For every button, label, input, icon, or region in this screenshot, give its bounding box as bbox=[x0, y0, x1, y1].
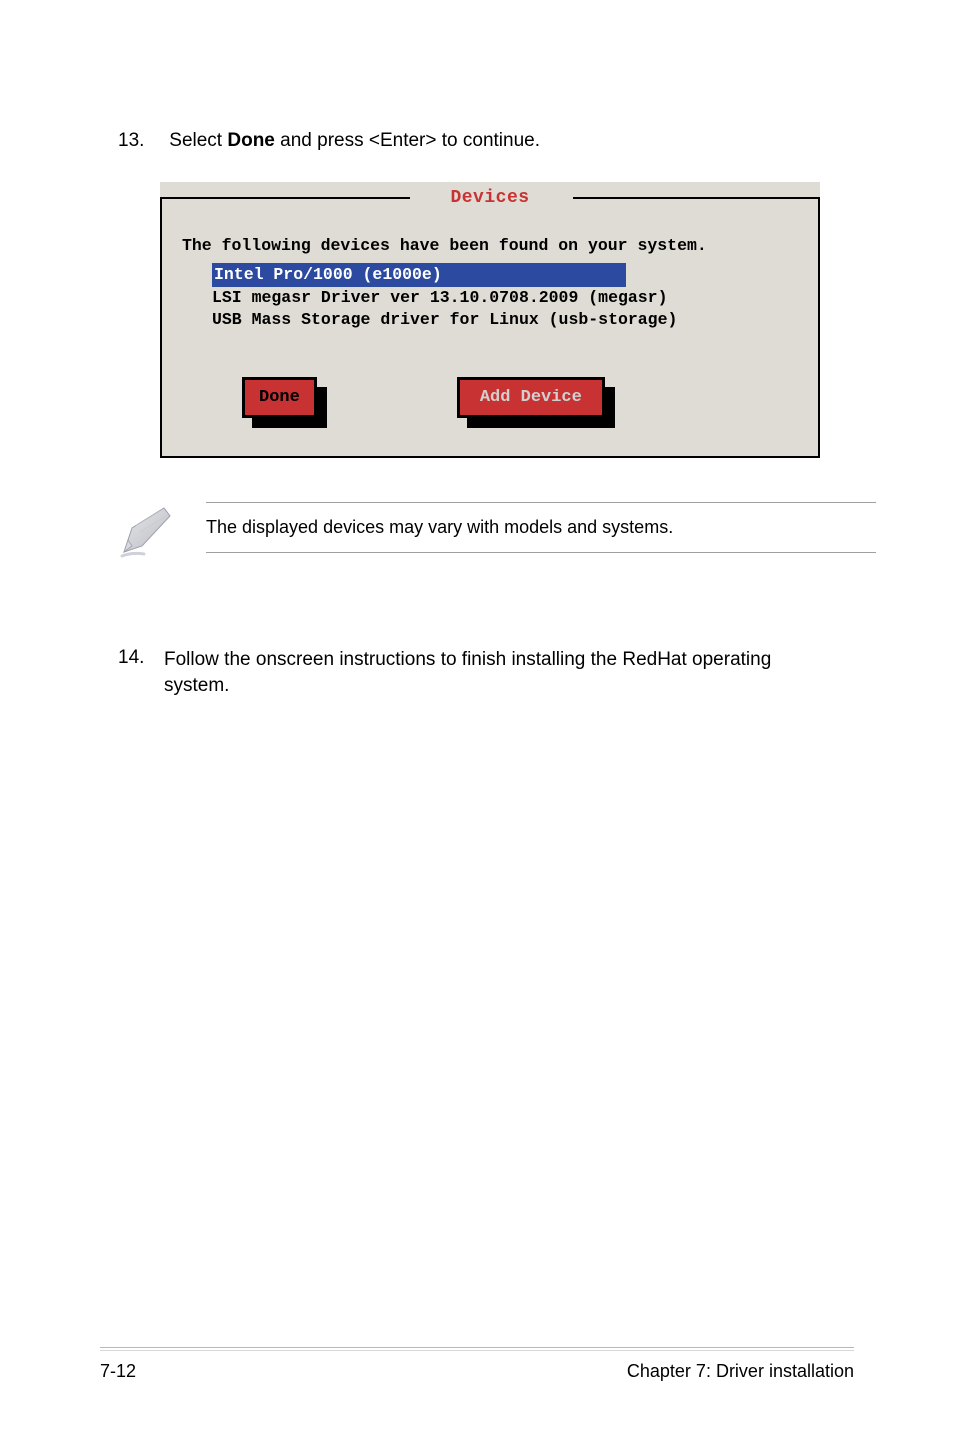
step-14: 14. Follow the onscreen instructions to … bbox=[118, 647, 854, 698]
dialog-prompt: The following devices have been found on… bbox=[182, 236, 798, 255]
step-13-pre: Select bbox=[169, 130, 227, 151]
dialog-border-segment bbox=[160, 456, 820, 458]
devices-dialog: Devices The following devices have been … bbox=[160, 182, 820, 458]
step-13-text: Select Done and press <Enter> to continu… bbox=[169, 130, 540, 151]
device-row[interactable]: LSI megasr Driver ver 13.10.0708.2009 (m… bbox=[212, 288, 667, 307]
add-device-button[interactable]: Add Device bbox=[457, 377, 605, 418]
footer-chapter: Chapter 7: Driver installation bbox=[627, 1361, 854, 1382]
button-shadow bbox=[252, 418, 327, 428]
pencil-icon bbox=[118, 502, 178, 567]
button-shadow bbox=[467, 418, 615, 428]
note-text: The displayed devices may vary with mode… bbox=[206, 503, 876, 552]
button-shadow bbox=[605, 387, 615, 428]
add-device-button-label: Add Device bbox=[480, 388, 582, 407]
step-13-bold: Done bbox=[227, 130, 275, 151]
dialog-border-segment bbox=[818, 198, 820, 458]
done-button[interactable]: Done bbox=[242, 377, 317, 418]
page-footer: 7-12 Chapter 7: Driver installation bbox=[100, 1347, 854, 1382]
done-button-label: Done bbox=[259, 388, 300, 407]
step-14-text: Follow the onscreen instructions to fini… bbox=[164, 647, 824, 698]
note-rule-bottom bbox=[206, 552, 876, 553]
footer-page-number: 7-12 bbox=[100, 1361, 136, 1382]
footer-rule bbox=[100, 1350, 854, 1351]
footer-rule bbox=[100, 1347, 854, 1348]
dialog-button-row: Done Add Device bbox=[242, 377, 798, 418]
button-shadow bbox=[317, 387, 327, 428]
dialog-border-segment bbox=[573, 197, 820, 199]
step-13-post: and press <Enter> to continue. bbox=[275, 130, 540, 151]
dialog-title: Devices bbox=[442, 188, 537, 208]
device-row[interactable]: USB Mass Storage driver for Linux (usb-s… bbox=[212, 310, 677, 329]
device-list: Intel Pro/1000 (e1000e) LSI megasr Drive… bbox=[212, 263, 772, 331]
dialog-border-segment bbox=[160, 197, 410, 199]
step-13-number: 13. bbox=[118, 130, 164, 152]
dialog-border-segment bbox=[160, 198, 162, 458]
step-14-number: 14. bbox=[118, 647, 164, 698]
step-13: 13. Select Done and press <Enter> to con… bbox=[118, 130, 854, 152]
note-block: The displayed devices may vary with mode… bbox=[118, 502, 854, 567]
device-row-selected[interactable]: Intel Pro/1000 (e1000e) bbox=[212, 263, 626, 287]
